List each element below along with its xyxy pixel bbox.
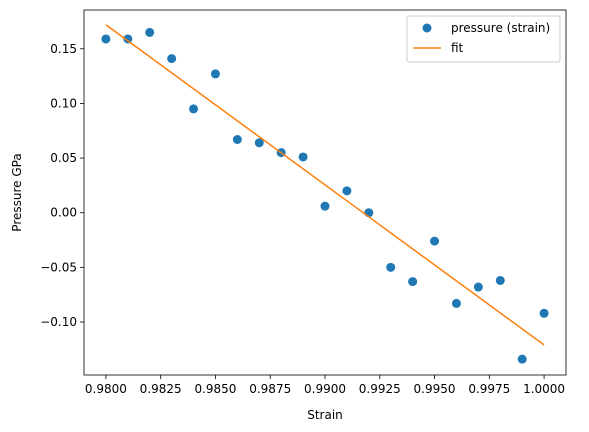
- y-tick-label: 0.15: [50, 42, 77, 56]
- data-point: [123, 34, 133, 44]
- y-axis-label: Pressure GPa: [10, 153, 24, 231]
- x-tick-label: 0.9925: [359, 382, 401, 396]
- legend-marker-pressure: [422, 23, 432, 33]
- data-marks: [101, 24, 549, 364]
- x-tick-label: 0.9950: [414, 382, 456, 396]
- x-tick-label: 0.9825: [140, 382, 182, 396]
- x-tick-label: 1.0000: [523, 382, 565, 396]
- plot-frame: [83, 9, 567, 376]
- data-point: [298, 152, 308, 162]
- x-tick-label: 0.9975: [468, 382, 510, 396]
- data-point: [495, 275, 505, 285]
- data-point: [145, 27, 155, 37]
- x-axis-label: Strain: [307, 408, 343, 422]
- data-point: [517, 354, 527, 364]
- data-point: [342, 186, 352, 196]
- x-tick-label: 0.9850: [194, 382, 236, 396]
- data-point: [430, 236, 440, 246]
- y-tick-label: −0.05: [40, 260, 77, 274]
- data-point: [189, 104, 199, 114]
- x-tick-label: 0.9800: [85, 382, 127, 396]
- legend: pressure (strain) fit: [406, 15, 561, 63]
- data-point: [232, 134, 242, 144]
- legend-label-pressure: pressure (strain): [451, 21, 550, 35]
- data-point: [473, 282, 483, 292]
- fit-line: [105, 24, 545, 346]
- legend-label-fit: fit: [451, 41, 464, 55]
- y-tick-label: 0.10: [50, 96, 77, 110]
- data-point: [254, 138, 264, 148]
- x-tick-label: 0.9900: [304, 382, 346, 396]
- data-point: [451, 298, 461, 308]
- y-tick-label: 0.05: [50, 151, 77, 165]
- legend-box: [406, 15, 561, 63]
- y-tick-label: 0.00: [50, 206, 77, 220]
- y-axis: −0.10 −0.05 0.00 0.05 0.10 0.15: [40, 42, 84, 329]
- data-point: [101, 34, 111, 44]
- data-point: [408, 277, 418, 287]
- data-point: [320, 201, 330, 211]
- data-point: [167, 54, 177, 64]
- data-point: [386, 262, 396, 272]
- data-point: [210, 69, 220, 79]
- x-tick-label: 0.9875: [249, 382, 291, 396]
- x-axis: 0.9800 0.9825 0.9850 0.9875 0.9900 0.9925 0.99…: [85, 375, 565, 396]
- data-point: [539, 308, 549, 318]
- y-tick-label: −0.10: [40, 315, 77, 329]
- data-point: [364, 208, 374, 218]
